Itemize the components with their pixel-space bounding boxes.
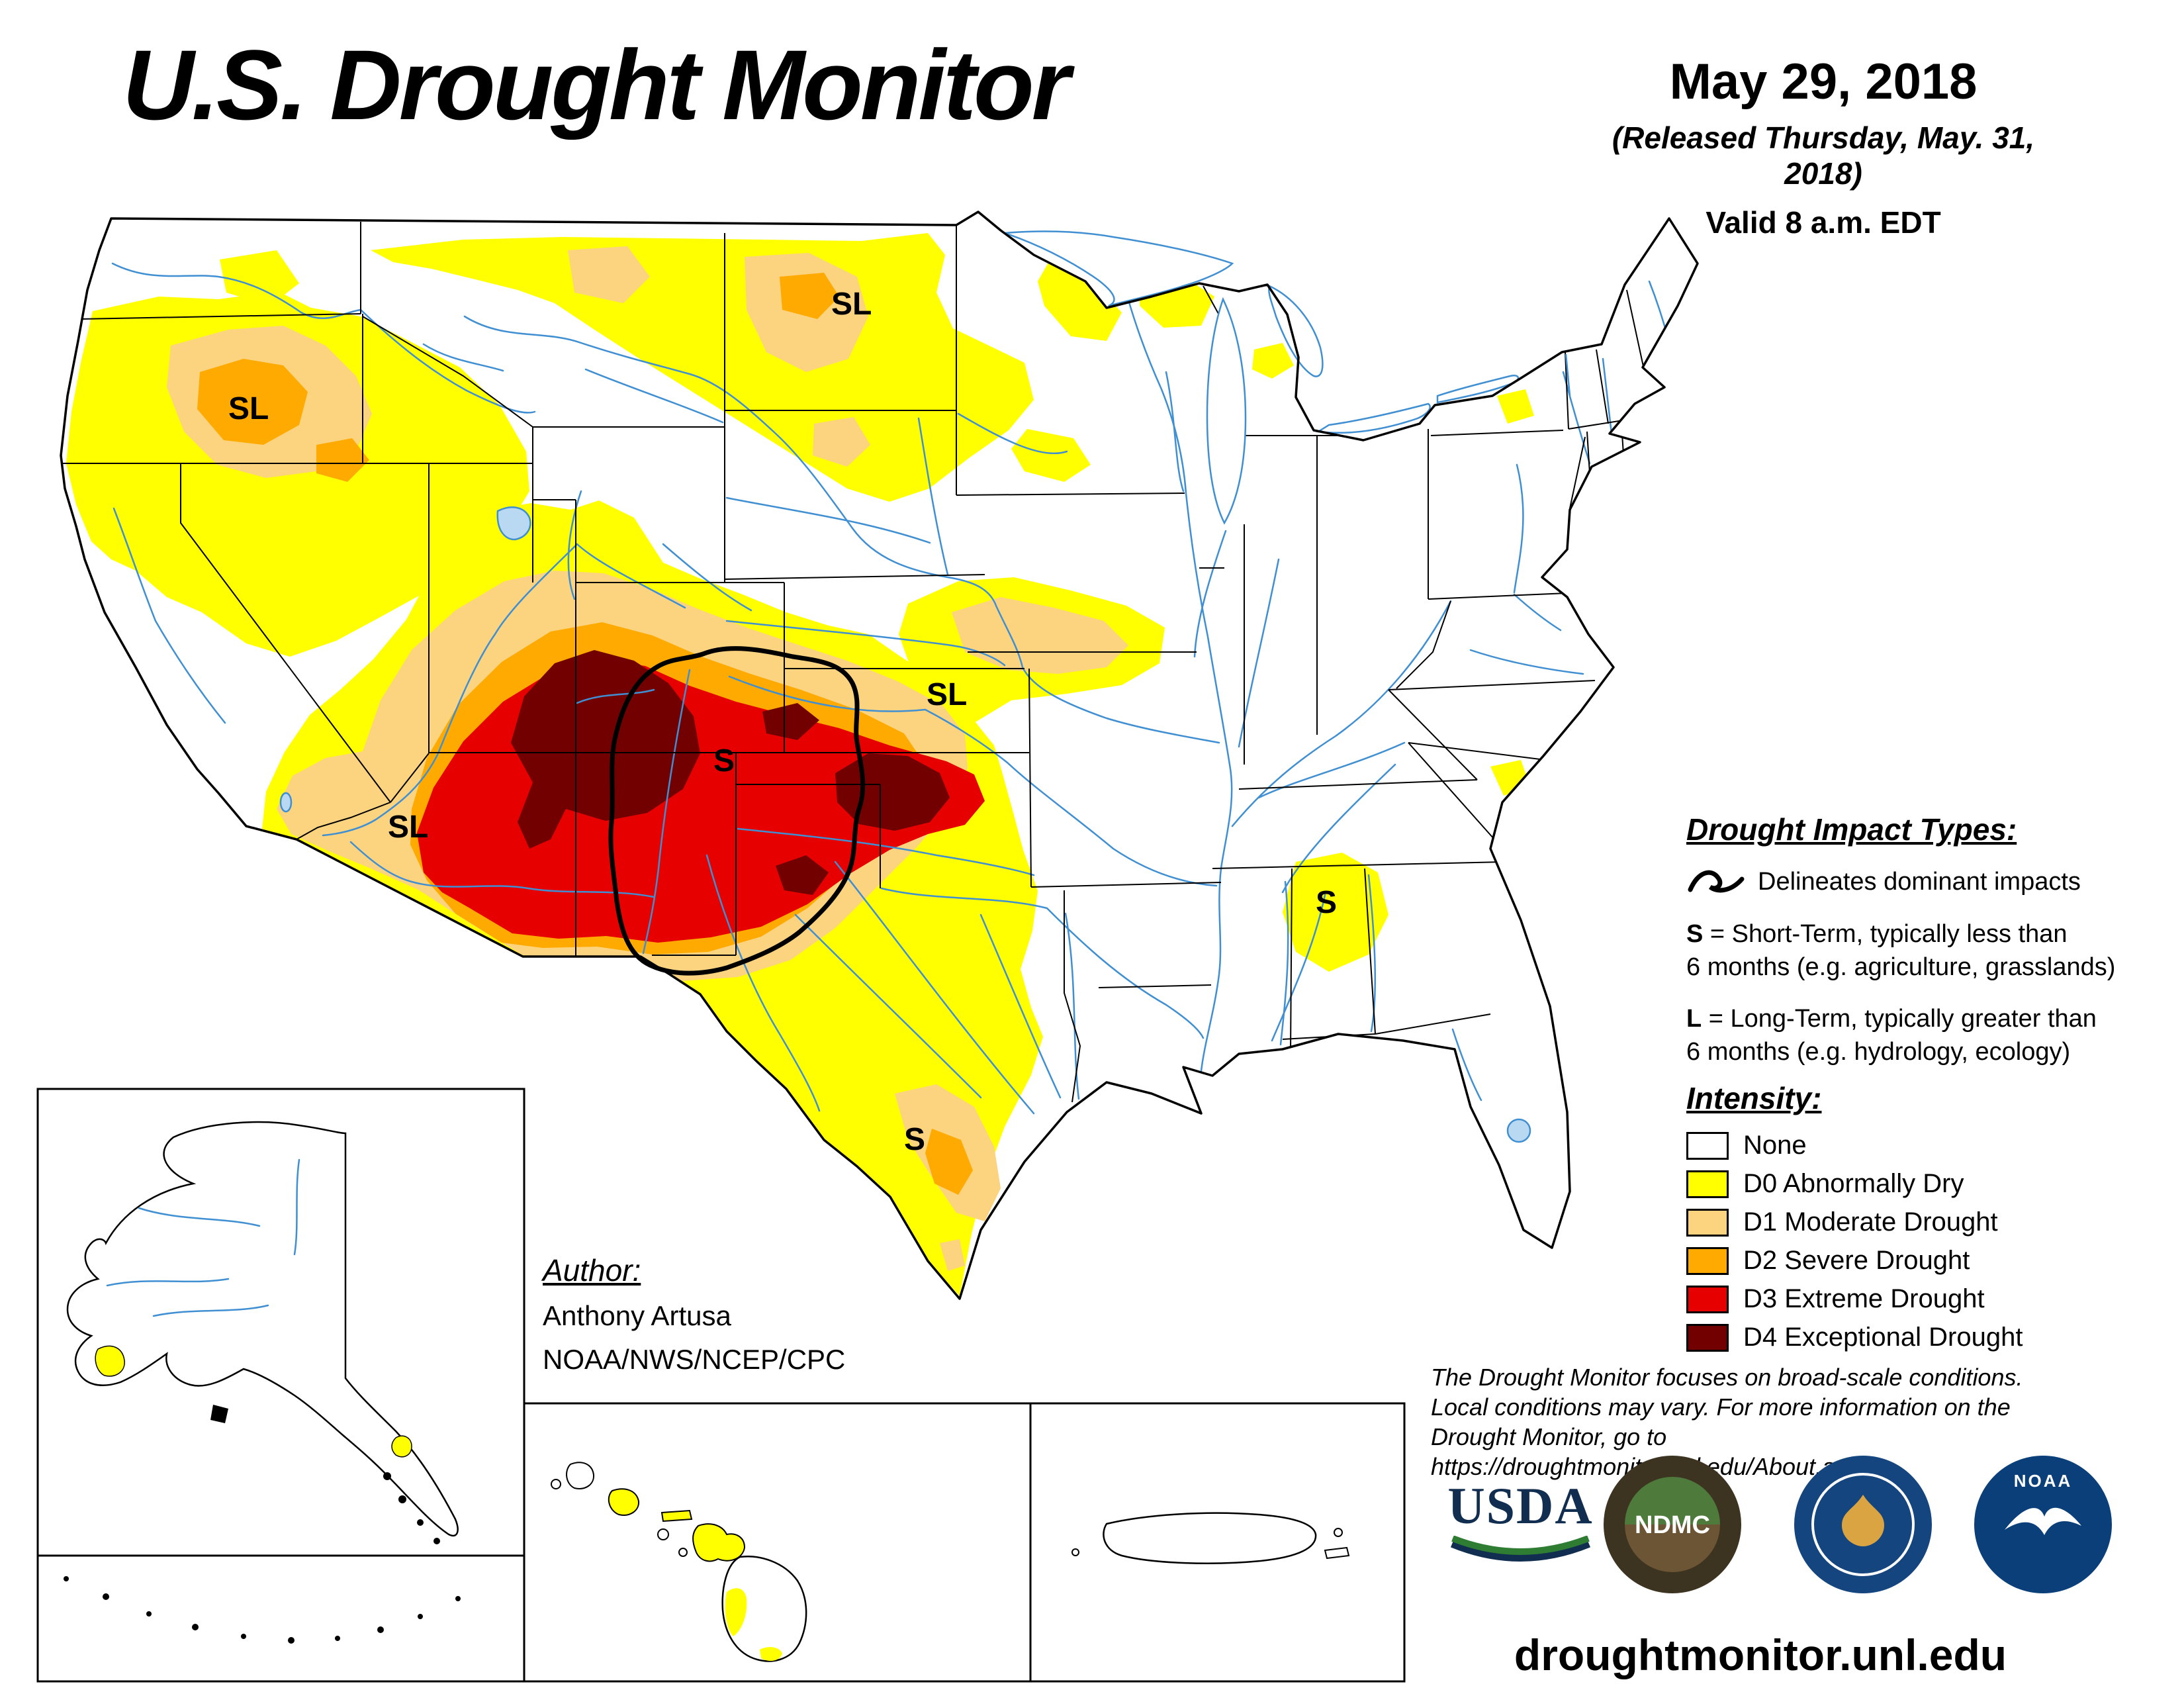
state-borders [63, 222, 1645, 1103]
great-lakes [279, 230, 1571, 1143]
legend-row-d4: D4 Exceptional Drought [1686, 1323, 2150, 1352]
legend-row-d0: D0 Abnormally Dry [1686, 1169, 2150, 1199]
valid-time: Valid 8 a.m. EDT [1706, 205, 1941, 240]
long-term-line1: = Long-Term, typically greater than [1702, 1005, 2097, 1033]
usda-swoosh [1450, 1535, 1591, 1562]
page-title: U.S. Drought Monitor [122, 29, 1070, 140]
commerce-seal [1794, 1456, 1932, 1593]
date-block: May 29, 2018 (Released Thursday, May. 31… [1582, 53, 2065, 240]
map-date: May 29, 2018 [1669, 54, 1978, 110]
map-label-s-south-texas: S [904, 1122, 926, 1157]
alaska-outline [66, 1121, 459, 1536]
legend-row-d1: D1 Moderate Drought [1686, 1207, 2150, 1237]
author-block: Author: Anthony Artusa NOAA/NWS/NCEP/CPC [543, 1252, 845, 1376]
noaa-logo: NOAA [1974, 1456, 2112, 1593]
long-term-definition: L = Long-Term, typically greater than 6 … [1686, 1002, 2150, 1068]
map-label-sl-northern-plains: SL [831, 287, 872, 322]
usda-logo: USDA [1446, 1476, 1595, 1570]
intensity-levels: None D0 Abnormally Dry D1 Moderate Droug… [1686, 1131, 2150, 1352]
legend-label-d2: D2 Severe Drought [1743, 1246, 1970, 1275]
hawaii-inset [523, 1402, 1032, 1683]
noaa-logo-text: NOAA [2014, 1471, 2073, 1491]
long-term-prefix: L [1686, 1005, 1702, 1033]
legend-label-d4: D4 Exceptional Drought [1743, 1323, 2023, 1352]
impact-types-heading: Drought Impact Types: [1686, 812, 2017, 847]
release-date: (Released Thursday, May. 31, 2018) [1612, 120, 2035, 191]
disclaimer-line2: Local conditions may vary. For more info… [1431, 1393, 2011, 1421]
map-label-sl-missouri-valley: SL [927, 677, 968, 712]
puerto-rico-inset [1029, 1402, 1406, 1683]
legend-row-none: None [1686, 1131, 2150, 1160]
swatch-d2 [1686, 1246, 1729, 1275]
alaska-inset [36, 1088, 525, 1683]
short-term-line1: = Short-Term, typically less than [1703, 920, 2068, 948]
short-term-definition: S = Short-Term, typically less than 6 mo… [1686, 917, 2150, 984]
impact-types-section: Drought Impact Types: Delineates dominan… [1686, 812, 2150, 1068]
website-link[interactable]: droughtmonitor.unl.edu [1514, 1630, 2007, 1679]
legend-label-d1: D1 Moderate Drought [1743, 1207, 1998, 1237]
legend-row-d2: D2 Severe Drought [1686, 1246, 2150, 1276]
map-label-sl-arizona: SL [388, 810, 429, 845]
swatch-d1 [1686, 1208, 1729, 1237]
intensity-heading: Intensity: [1686, 1081, 1822, 1115]
map-label-sl-oregon: SL [228, 391, 269, 426]
legend-label-d0: D0 Abnormally Dry [1743, 1169, 1964, 1198]
short-term-prefix: S [1686, 920, 1704, 948]
disclaimer-line1: The Drought Monitor focuses on broad-sca… [1431, 1364, 2023, 1391]
author-heading: Author: [543, 1253, 641, 1288]
map-label-s-alabama: S [1316, 885, 1338, 920]
rivers [111, 262, 1668, 1115]
swatch-d3 [1686, 1285, 1729, 1313]
swatch-none [1686, 1131, 1729, 1160]
legend-label-d3: D3 Extreme Drought [1743, 1284, 1985, 1313]
ndmc-logo-text: NDMC [1635, 1511, 1710, 1539]
swatch-d0 [1686, 1170, 1729, 1198]
author-org: NOAA/NWS/NCEP/CPC [543, 1344, 846, 1375]
short-term-line2: 6 months (e.g. agriculture, grasslands) [1686, 953, 2116, 981]
impact-delineation-outline [608, 646, 866, 976]
ndmc-logo: NDMC [1604, 1456, 1741, 1593]
long-term-line2: 6 months (e.g. hydrology, ecology) [1686, 1038, 2071, 1066]
us-outline [60, 211, 1699, 1300]
intensity-legend: Intensity: None D0 Abnormally Dry D1 Mod… [1686, 1080, 2150, 1361]
swatch-d4 [1686, 1323, 1729, 1352]
legend-label-none: None [1743, 1131, 1807, 1160]
author-name: Anthony Artusa [543, 1300, 731, 1331]
delineation-squiggle-icon [1688, 870, 1745, 893]
map-label-s-four-corners: S [713, 743, 735, 778]
delineates-label: Delineates dominant impacts [1758, 867, 2081, 896]
usda-logo-text: USDA [1447, 1477, 1594, 1534]
legend-row-d3: D3 Extreme Drought [1686, 1284, 2150, 1314]
